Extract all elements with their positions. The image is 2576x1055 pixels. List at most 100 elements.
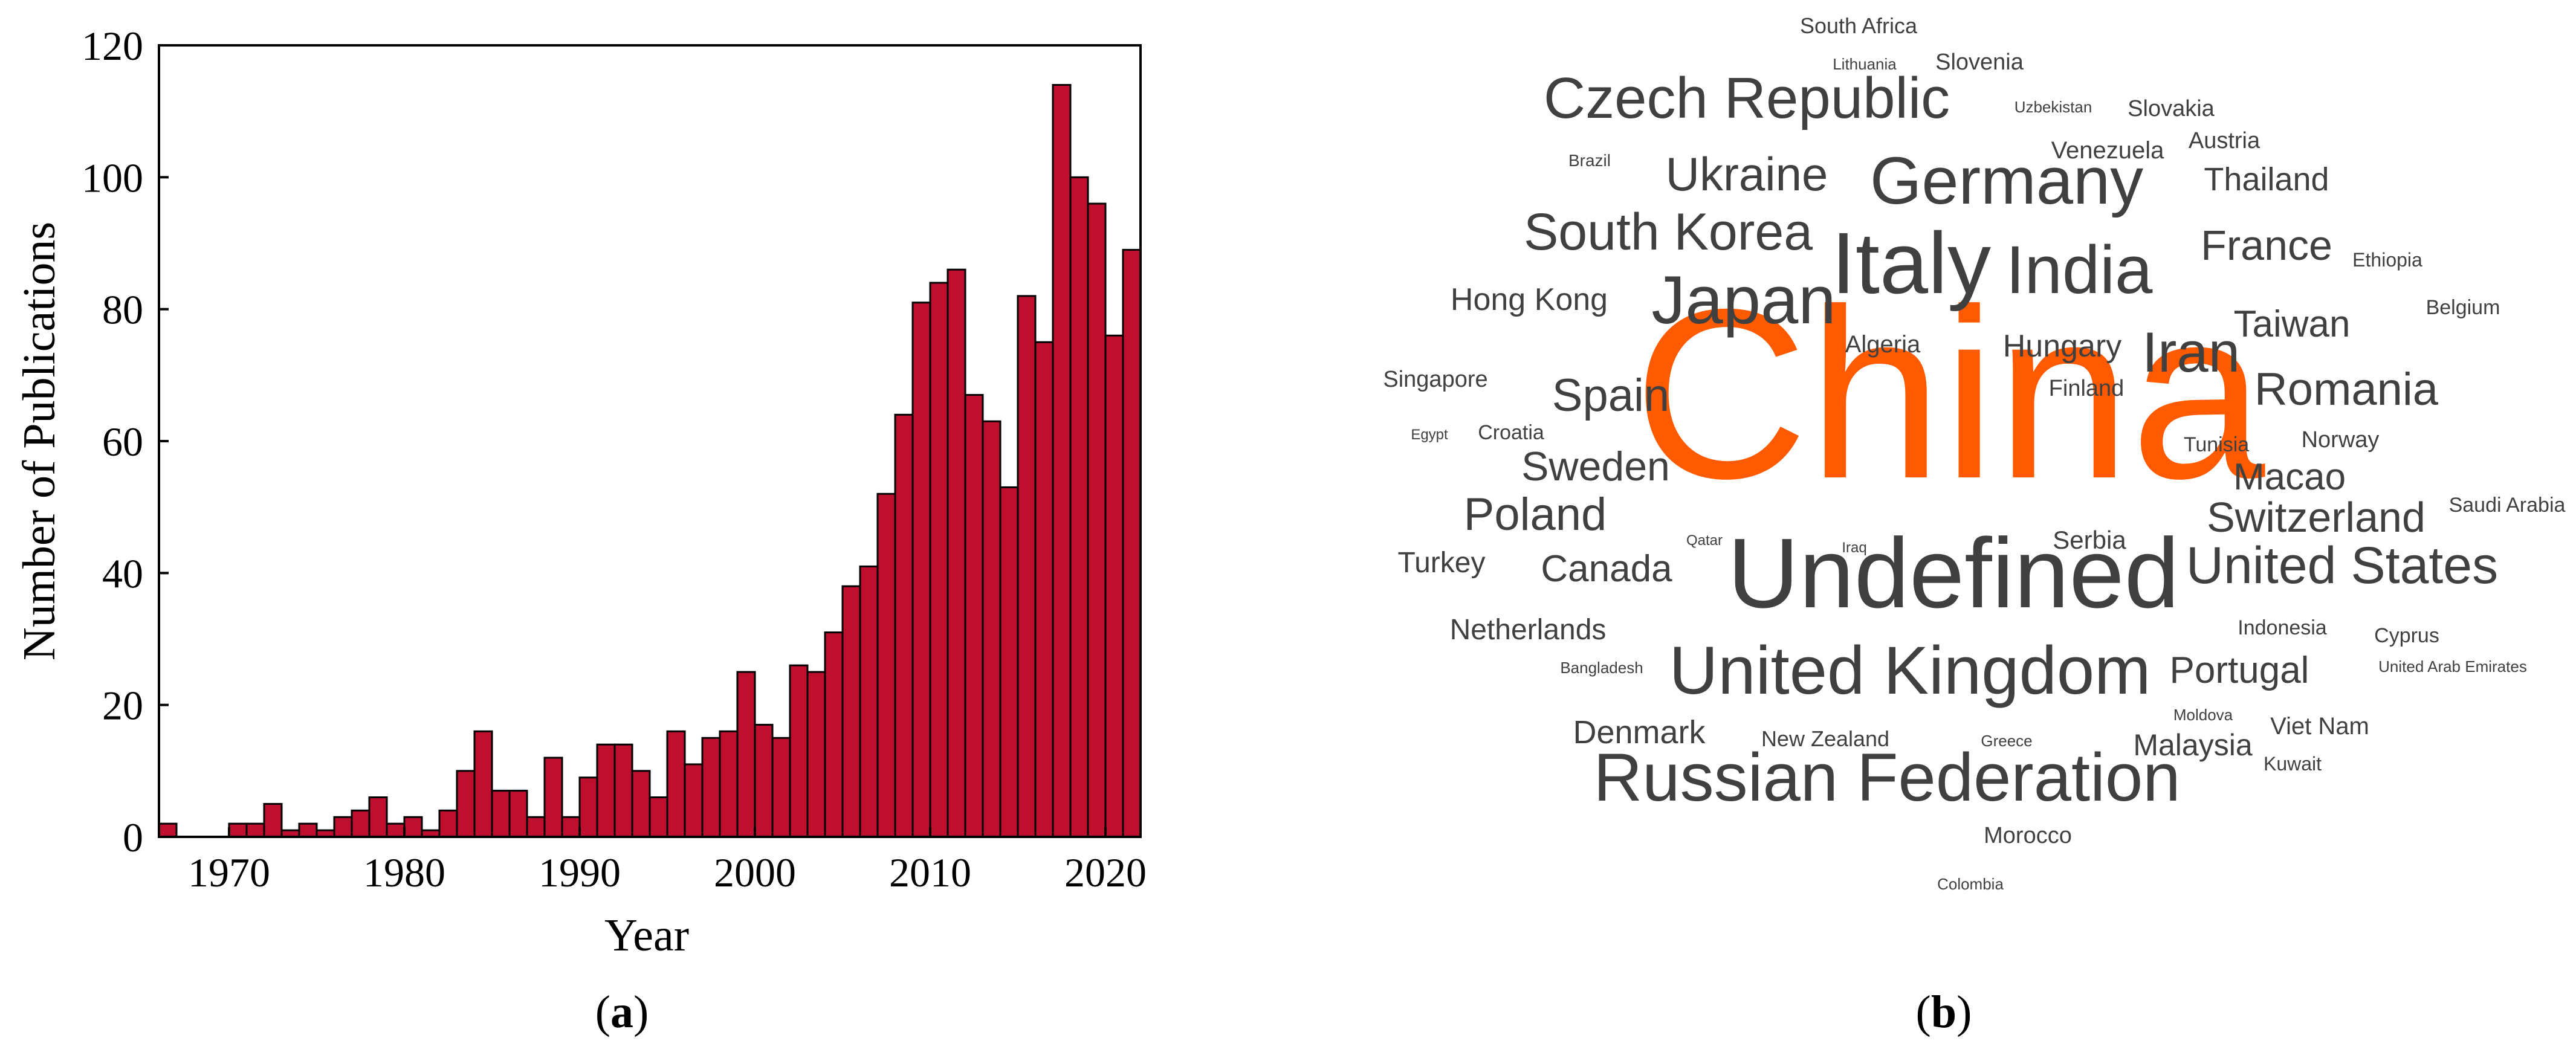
word-thailand: Thailand [2204,161,2329,198]
bar-1983 [438,809,458,838]
bar-1997 [684,763,704,838]
bar-1979 [368,796,388,838]
word-qatar: Qatar [1686,532,1723,549]
bars [158,84,1142,838]
bar-2006 [841,585,861,838]
word-austria: Austria [2189,128,2260,153]
y-tick-label: 0 [123,815,143,860]
x-axis-label: Year [604,910,689,961]
word-hungary: Hungary [2003,329,2122,364]
word-sweden: Sweden [1521,444,1670,489]
word-ukraine: Ukraine [1666,147,1828,201]
bar-1995 [649,796,668,838]
word-ethiopia: Ethiopia [2352,249,2422,271]
word-iran: Iran [2142,320,2240,384]
panel-label-a: (a) [595,987,649,1037]
y-ticks: 0 20 40 60 80 100 120 [82,23,169,860]
bar-2000 [736,671,756,838]
x-tick-label: 1990 [539,850,621,895]
word-taiwan: Taiwan [2234,303,2351,345]
bar-2002 [771,737,791,838]
word-denmark: Denmark [1573,714,1706,750]
bar-1987 [508,790,528,838]
word-norway: Norway [2302,427,2380,453]
bar-2001 [754,723,774,838]
bar-1994 [631,770,651,838]
word-saudi-arabia: Saudi Arabia [2449,494,2566,517]
word-macao: Macao [2233,456,2346,498]
y-tick-label: 20 [102,683,143,729]
bar-1992 [596,743,616,838]
word-switzerland: Switzerland [2207,494,2426,541]
bar-2015 [999,486,1019,838]
y-tick-label: 60 [102,419,143,465]
word-germany: Germany [1870,144,2143,218]
bar-1984 [456,770,476,838]
bar-1973 [263,802,283,838]
bar-2004 [806,671,826,838]
bar-1972 [245,822,265,838]
word-iraq: Iraq [1842,540,1866,556]
word-undefined: Undefined [1727,518,2180,628]
bar-2012 [947,268,966,838]
word-united-arab-emirates: United Arab Emirates [2378,657,2527,676]
bar-1986 [491,790,511,838]
word-viet-nam: Viet Nam [2270,713,2369,740]
bar-2010 [911,302,931,838]
word-netherlands: Netherlands [1450,614,1607,646]
bar-2016 [1017,295,1037,838]
word-france: France [2201,222,2332,269]
bar-1988 [526,816,546,838]
word-serbia: Serbia [2053,526,2126,554]
word-russian-federation: Russian Federation [1593,740,2180,815]
word-japan: Japan [1651,262,1836,338]
bar-2007 [859,565,879,838]
word-croatia: Croatia [1478,421,1544,444]
panel-a-bar-chart: 0 20 40 60 80 100 120 1970 1980 1990 2000 2010 2020… [14,23,1147,1037]
word-south-korea: South Korea [1524,203,1813,261]
word-brazil: Brazil [1568,151,1611,170]
word-kuwait: Kuwait [2264,753,2322,775]
word-poland: Poland [1464,489,1607,540]
bar-2022 [1122,248,1142,838]
word-venezuela: Venezuela [2051,137,2165,164]
bar-2017 [1034,341,1054,838]
word-turkey: Turkey [1398,547,1486,579]
word-czech-republic: Czech Republic [1544,66,1950,131]
x-tick-label: 1980 [363,850,445,895]
word-belgium: Belgium [2426,296,2500,319]
bar-1990 [561,816,581,838]
bar-1981 [403,816,423,838]
word-bangladesh: Bangladesh [1560,659,1643,677]
word-new-zealand: New Zealand [1761,726,1889,751]
bar-1999 [719,730,739,838]
panel-label-b-letter: b [1931,987,1956,1037]
word-colombia: Colombia [1937,875,2004,893]
word-canada: Canada [1541,548,1672,590]
word-singapore: Singapore [1383,367,1487,392]
word-morocco: Morocco [1984,823,2072,848]
word-romania: Romania [2254,364,2439,415]
word-united-kingdom: United Kingdom [1669,633,2151,708]
y-tick-label: 100 [82,155,143,201]
word-malaysia: Malaysia [2133,728,2252,762]
panel-label-a-letter: a [610,987,633,1037]
y-tick-label: 120 [82,23,143,69]
word-algeria: Algeria [1845,331,1921,358]
y-tick-label: 40 [102,550,143,596]
bar-1998 [701,737,721,838]
bar-1971 [228,822,248,838]
x-tick-label: 2010 [889,850,971,895]
bar-1975 [298,822,318,838]
x-tick-label: 2000 [714,850,796,895]
x-tick-label: 2020 [1064,850,1147,895]
bar-2008 [876,492,896,838]
word-hong-kong: Hong Kong [1451,282,1608,317]
bar-1977 [333,816,353,838]
bar-1967 [158,822,178,838]
bar-1985 [473,730,493,838]
word-cyprus: Cyprus [2374,624,2439,647]
